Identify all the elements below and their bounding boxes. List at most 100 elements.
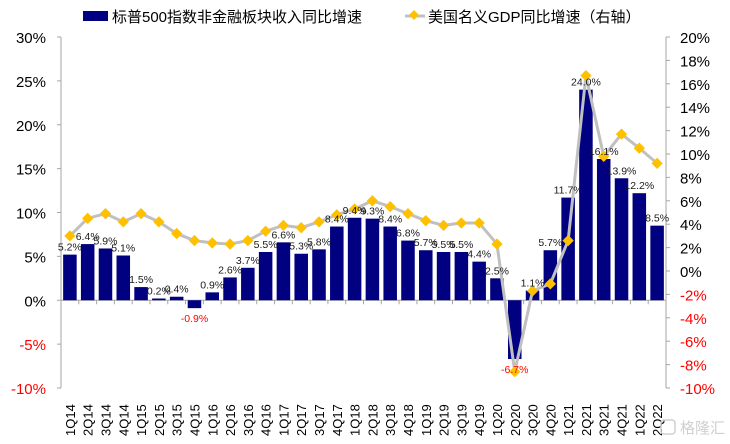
x-tick-label: 2Q17 [294,404,309,436]
bar-data-label: 5.1% [111,242,135,254]
bar-data-label: 1.1% [521,278,545,290]
bar-data-label: 2.6% [218,264,242,276]
x-tick-label: 2Q16 [223,404,238,436]
bar-data-label: 5.3% [289,241,313,253]
left-tick-label: 20% [16,118,46,135]
x-tick-label: 3Q18 [383,404,398,436]
bar-data-label: 0.2% [147,285,171,297]
bar [579,89,593,301]
x-tick-label: 2Q14 [81,404,96,436]
gdp-marker [420,215,432,227]
gdp-marker [455,217,468,229]
bar [419,250,433,301]
gdp-marker [633,142,645,154]
gdp-marker [259,225,272,237]
x-tick-label: 4Q18 [401,404,416,436]
bar-data-label: 6.4% [76,231,100,243]
right-tick-label: 14% [680,100,710,117]
gdp-marker [135,208,147,220]
right-tick-label: 12% [680,124,710,141]
bar-series [63,89,664,360]
x-tick-label: 3Q16 [241,404,256,436]
left-tick-label: 15% [16,162,46,179]
bar-data-label: 5.7% [538,237,562,249]
bar [472,261,486,301]
bar [543,250,558,301]
gdp-marker [526,285,539,297]
gdp-marker [651,157,663,170]
x-tick-label: 4Q20 [543,404,558,436]
bar [169,296,184,301]
bar-data-label: -0.9% [181,313,208,325]
x-tick-label: 2Q21 [579,404,594,436]
bar-data-label: 1.5% [129,274,153,286]
gdp-marker [313,216,325,228]
left-tick-label: 0% [24,293,46,310]
x-tick-label: 1Q15 [134,404,149,436]
bar [490,278,504,301]
bar [294,253,308,301]
gdp-marker [562,234,574,247]
bar-data-label: 8.4% [378,214,402,226]
gdp-marker [366,195,379,207]
bar [312,249,326,301]
bar-data-label: 12.2% [624,180,654,192]
x-tick-label: 2Q18 [365,404,380,436]
bar [596,158,611,301]
legend-bar-label: 标普500指数非金融板块收入同比增速 [112,8,362,26]
bar-data-label: 8.4% [325,214,349,226]
bar [98,248,113,301]
bar [347,217,362,301]
right-tick-label: -4% [680,311,707,328]
gdp-marker [348,203,361,215]
bar [187,300,202,309]
bar-data-label: 5.5% [432,239,456,251]
bar-data-label: 5.9% [94,235,118,247]
x-tick-label: 1Q22 [632,404,647,436]
bar [80,244,95,301]
bar-data-label: 0.9% [200,279,224,291]
bar-data-label: 5.7% [414,237,438,249]
x-tick-label: 4Q19 [472,404,487,436]
legend-bar-swatch [83,11,108,21]
right-tick-label: -10% [680,381,715,398]
bar-data-label: 6.8% [396,228,420,240]
bar [63,254,77,301]
right-tick-label: -2% [680,287,707,304]
bar [614,178,629,301]
watermark-text: 格隆汇 [680,420,725,437]
gdp-marker [598,150,610,162]
x-tick-label: 2Q15 [152,404,167,436]
right-tick-label: -8% [680,358,707,375]
gdp-marker [171,227,183,240]
bar-data-label: 24.0% [571,77,601,89]
gdp-marker [384,200,396,213]
left-tick-label: -5% [19,337,46,354]
x-tick-label: 2Q19 [437,404,452,436]
gdp-marker [473,217,485,229]
bar [152,298,166,301]
x-tick-label: 4Q15 [187,404,202,436]
bar-data-label: 5.8% [307,236,331,248]
gdp-marker [188,234,201,247]
bar [223,277,237,301]
x-tick-label: 2Q20 [508,404,523,436]
bar [276,242,291,301]
left-tick-label: -10% [11,381,46,398]
x-tick-label: 4Q21 [615,404,630,436]
bar [401,240,415,301]
gdp-marker [117,216,129,228]
right-tick-label: 18% [680,53,710,70]
x-tick-label: 3Q15 [170,404,185,436]
left-tick-label: 25% [16,74,46,91]
left-tick-label: 10% [16,206,46,223]
gdp-marker [206,237,218,249]
x-tick-label: 4Q17 [330,404,345,436]
right-tick-label: 0% [680,264,702,281]
gdp-marker [491,238,503,250]
x-tick-label: 1Q16 [205,404,220,436]
bar-data-label: 4.4% [467,249,491,261]
bar [436,251,451,301]
bar-data-label: 3.7% [236,255,260,267]
